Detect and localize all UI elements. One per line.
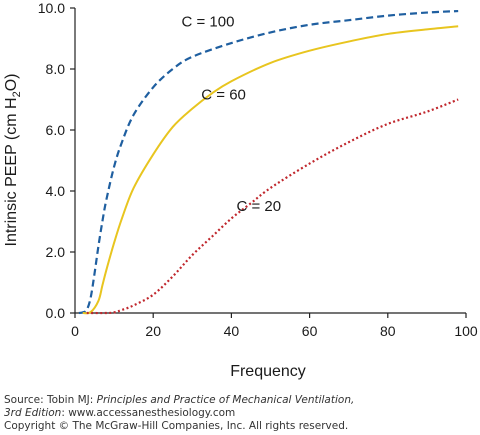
chart: 0 20 40 60 80 100 0.0 2.0 4.0 6.0 8.0 10.0 C = 100… <box>3 0 478 380</box>
series-layer <box>78 9 459 315</box>
x-tick-label: 60 <box>302 323 318 339</box>
y-ticks: 0.0 2.0 4.0 6.0 8.0 10.0 <box>38 0 75 321</box>
copyright: Copyright © The McGraw-Hill Companies, I… <box>4 420 348 432</box>
series-line-3 <box>86 98 459 315</box>
y-tick-label: 6.0 <box>46 122 66 138</box>
edition: 3rd Edition <box>4 407 62 419</box>
x-tick-label: 100 <box>454 323 478 339</box>
y-tick-label: 10.0 <box>38 0 65 16</box>
x-ticks: 0 20 40 60 80 100 <box>71 313 478 339</box>
y-axis-title: Intrinsic PEEP (cm H2O) <box>3 74 23 247</box>
series-line-2 <box>82 25 459 315</box>
y-axis-title-tail: O) <box>3 74 20 92</box>
annotation-layer: C = 100 C = 60 C = 20 <box>181 13 281 215</box>
edition-suffix: : www.accessanesthesiology.com <box>61 407 236 419</box>
y-axis-title-main: Intrinsic PEEP (cm H <box>3 97 20 246</box>
x-axis-title: Frequency <box>230 363 306 380</box>
y-tick-label: 0.0 <box>46 305 66 321</box>
x-tick-label: 20 <box>145 323 161 339</box>
y-tick-label: 4.0 <box>46 183 66 199</box>
series-line-1 <box>78 9 459 315</box>
series-annotation: C = 60 <box>201 87 246 104</box>
copyright-text: Copyright © The McGraw-Hill Companies, I… <box>4 420 349 432</box>
edition-credit: 3rd Edition: www.accessanesthesiology.co… <box>4 407 235 419</box>
series-annotation: C = 100 <box>181 13 234 30</box>
source-prefix: Source: Tobin MJ: <box>4 394 97 406</box>
y-tick-label: 2.0 <box>46 244 66 260</box>
x-tick-label: 80 <box>380 323 396 339</box>
x-tick-label: 0 <box>71 323 79 339</box>
x-tick-label: 40 <box>224 323 240 339</box>
source-title: Principles and Practice of Mechanical Ve… <box>96 394 355 406</box>
y-tick-label: 8.0 <box>46 61 66 77</box>
source-credit: Source: Tobin MJ: Principles and Practic… <box>4 394 354 406</box>
y-axis-title-sub: 2 <box>11 91 23 97</box>
axes <box>74 8 466 314</box>
series-annotation: C = 20 <box>236 198 281 215</box>
